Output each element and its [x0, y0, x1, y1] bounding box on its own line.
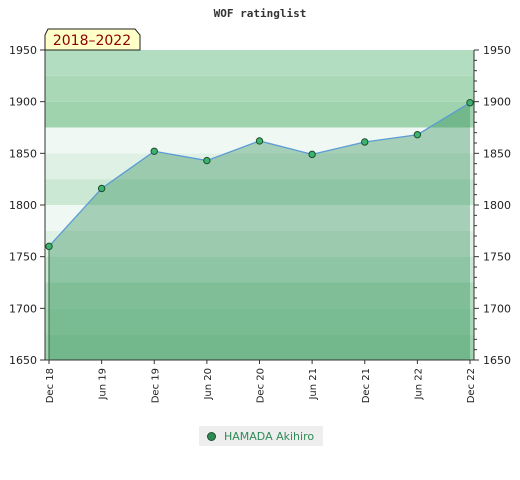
area-layer	[49, 102, 470, 360]
left-y-tick-label: 1950	[9, 44, 37, 57]
period-badge: 2018–2022	[44, 28, 141, 51]
x-tick-label: Jun 21	[308, 368, 319, 401]
period-badge-box	[44, 28, 141, 51]
data-points	[45, 99, 474, 251]
right-y-tick-labels: 1650 1700 1750 1800 1850 1900 1950	[483, 44, 511, 367]
x-tick-label: Jun 22	[413, 368, 424, 401]
right-y-tick-label: 1650	[483, 354, 511, 367]
axes	[40, 49, 479, 364]
background-band	[45, 179, 474, 205]
background-band	[45, 230, 474, 257]
right-y-tick-label: 1850	[483, 147, 511, 160]
background-band	[45, 308, 474, 335]
background-band	[45, 334, 474, 360]
right-y-tick-label: 1950	[483, 44, 511, 57]
period-badge-text: 2018–2022	[53, 33, 131, 49]
background-band	[45, 205, 474, 231]
background-band	[45, 282, 474, 309]
x-tick-label: Dec 21	[361, 368, 372, 403]
background-band	[45, 75, 474, 102]
data-point	[466, 99, 474, 107]
data-point	[255, 137, 264, 145]
left-y-tick-label: 1800	[9, 199, 37, 212]
left-y-tick-label: 1700	[9, 302, 37, 315]
chart-title: WOF ratinglist	[214, 7, 307, 20]
data-point	[413, 131, 422, 139]
left-y-tick-label: 1900	[9, 96, 37, 109]
background-band	[45, 153, 474, 180]
legend-series-label: HAMADA Akihiro	[224, 429, 315, 443]
x-tick-label: Jun 19	[98, 368, 109, 401]
series-area	[49, 102, 470, 360]
data-point	[361, 138, 369, 146]
legend: HAMADA Akihiro	[199, 426, 323, 446]
left-y-tick-labels: 1650 1700 1750 1800 1850 1900 1950	[9, 44, 37, 367]
background-band	[45, 50, 474, 76]
background-band	[45, 101, 474, 128]
background-bands	[45, 50, 474, 360]
x-tick-label: Dec 19	[150, 368, 161, 403]
data-point	[97, 184, 106, 193]
legend-marker	[207, 431, 216, 441]
x-tick-labels: Dec 18 Jun 19 Dec 19 Jun 20 Dec 20 Jun 21 Dec …	[45, 368, 477, 403]
x-tick-label: Dec 20	[256, 368, 267, 403]
right-y-tick-label: 1800	[483, 199, 511, 212]
right-y-tick-label: 1750	[483, 251, 511, 264]
background-band	[45, 256, 474, 283]
data-point	[308, 150, 316, 159]
left-y-tick-label: 1750	[9, 251, 37, 264]
right-y-tick-label: 1900	[483, 96, 511, 109]
x-tick-label: Jun 20	[203, 368, 214, 401]
left-y-tick-label: 1850	[9, 147, 37, 160]
x-tick-label: Dec 18	[45, 368, 56, 403]
x-tick-label: Dec 22	[466, 368, 477, 403]
left-y-tick-label: 1650	[9, 354, 37, 367]
data-point	[150, 147, 158, 155]
data-point	[203, 156, 211, 165]
right-y-tick-label: 1700	[483, 302, 511, 315]
data-point	[45, 242, 53, 251]
